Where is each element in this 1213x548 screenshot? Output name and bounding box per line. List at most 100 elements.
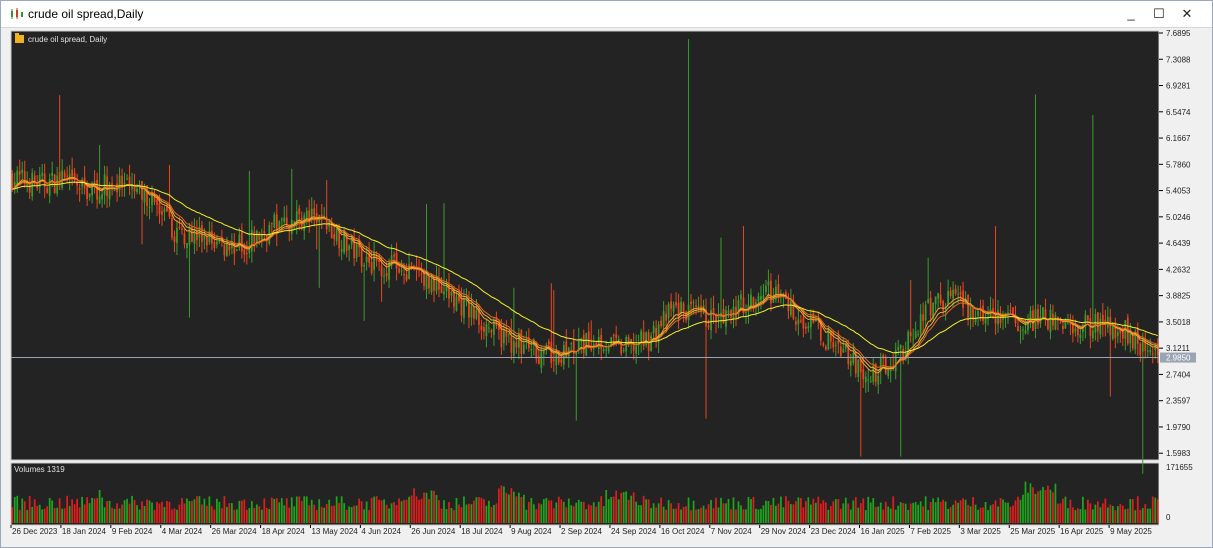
candle-body: [53, 174, 56, 194]
candle-body: [133, 184, 136, 192]
candle-body: [283, 217, 286, 222]
candle-body: [468, 300, 470, 318]
candle-body: [176, 227, 178, 244]
volume-bar: [108, 500, 111, 523]
candle-body: [221, 237, 223, 242]
candle-body: [1087, 315, 1089, 321]
candle-body: [228, 245, 231, 251]
candle-body: [859, 359, 862, 373]
candle-body: [725, 310, 727, 327]
candle-body: [1014, 315, 1017, 324]
candle-body: [46, 187, 49, 193]
volume-bar: [1059, 503, 1062, 523]
candle-body: [1146, 350, 1149, 352]
volume-bar: [1027, 492, 1029, 523]
candle-body: [433, 278, 435, 291]
candle-body: [757, 296, 760, 302]
date-tick-label: 7 Feb 2025: [910, 527, 951, 536]
price-tick-label: 1.5983: [1166, 449, 1191, 458]
volume-bar: [141, 501, 143, 523]
candle-body: [974, 316, 977, 323]
candle-body: [163, 208, 166, 213]
volume-bar: [38, 504, 41, 523]
title-bar[interactable]: crude oil spread,Daily _ ☐ ✕: [1, 1, 1212, 28]
candle-body: [378, 259, 380, 262]
volume-bar: [503, 486, 505, 523]
volume-bar: [847, 503, 850, 523]
candle-body: [750, 294, 752, 306]
candle-body: [844, 344, 847, 349]
volume-bar: [400, 501, 403, 523]
volume-bar: [697, 509, 700, 523]
volume-bar: [969, 506, 972, 523]
volume-bar: [348, 506, 351, 523]
candle-body: [665, 313, 667, 321]
volume-bar: [1121, 505, 1124, 523]
volume-bar: [1064, 496, 1067, 523]
volume-bar: [373, 496, 375, 523]
candle-body: [16, 170, 19, 185]
candle-body: [348, 245, 351, 250]
volume-bar: [617, 499, 620, 523]
volume-bar: [320, 506, 323, 523]
volume-bar: [88, 503, 91, 523]
candle-body: [136, 188, 138, 193]
minimize-button[interactable]: _: [1127, 6, 1135, 21]
candle-body: [188, 227, 191, 245]
volume-bar: [158, 503, 161, 523]
candle-body: [96, 180, 98, 200]
candle-body: [353, 238, 356, 259]
candle-body: [947, 291, 949, 305]
price-tick-label: 5.4053: [1166, 187, 1191, 196]
volume-bar: [333, 505, 336, 523]
volume-bar: [607, 499, 610, 523]
maximize-button[interactable]: ☐: [1153, 6, 1165, 21]
candle-body: [645, 332, 648, 346]
candle-body: [93, 181, 96, 183]
volume-bar: [862, 498, 865, 523]
volume-zero-label: 0: [1166, 513, 1171, 522]
candle-body: [630, 339, 633, 345]
volume-bar: [178, 504, 181, 523]
volume-bar: [131, 495, 133, 523]
volume-bar: [670, 503, 672, 523]
volume-bar: [273, 498, 276, 523]
volume-bar: [907, 509, 910, 523]
volume-bar: [962, 498, 964, 523]
volume-bar: [275, 498, 278, 523]
price-tick-label: 6.5474: [1166, 108, 1191, 117]
volume-bar: [233, 509, 236, 523]
volume-bar: [710, 499, 712, 523]
close-button[interactable]: ✕: [1181, 6, 1193, 21]
candle-body: [949, 290, 952, 296]
volume-bar: [989, 505, 992, 523]
candle-body: [1074, 328, 1077, 332]
candle-body: [483, 327, 485, 332]
candle-body: [285, 217, 288, 224]
volume-bar: [540, 504, 543, 523]
volume-bar: [897, 505, 900, 523]
volume-bar: [460, 507, 463, 523]
candle-body: [1104, 319, 1107, 325]
candle-body: [1091, 330, 1094, 339]
candle-body: [510, 336, 513, 353]
volume-bar: [318, 499, 321, 523]
volume-bar: [63, 508, 66, 523]
volume-bar: [565, 507, 568, 523]
volume-bar: [438, 500, 440, 523]
moving-average-line: [11, 176, 1159, 374]
volume-bar: [48, 497, 51, 523]
candle-body: [340, 248, 343, 252]
price-chart[interactable]: 7.6895 7.3088 6.9281 6.5474 6.1667 5.7860 5.40…: [9, 29, 1204, 541]
candle-body: [622, 350, 625, 352]
volume-bar: [1094, 504, 1097, 523]
volume-bar: [859, 503, 862, 523]
volume-bar: [1116, 506, 1119, 523]
candle-body: [128, 176, 131, 186]
volume-bar: [550, 500, 553, 523]
volume-bar: [483, 499, 485, 523]
candle-body: [585, 332, 588, 356]
volume-bar: [425, 492, 428, 523]
volume-bar: [522, 494, 525, 523]
chart-area[interactable]: 7.6895 7.3088 6.9281 6.5474 6.1667 5.7860 5.40…: [9, 29, 1204, 541]
